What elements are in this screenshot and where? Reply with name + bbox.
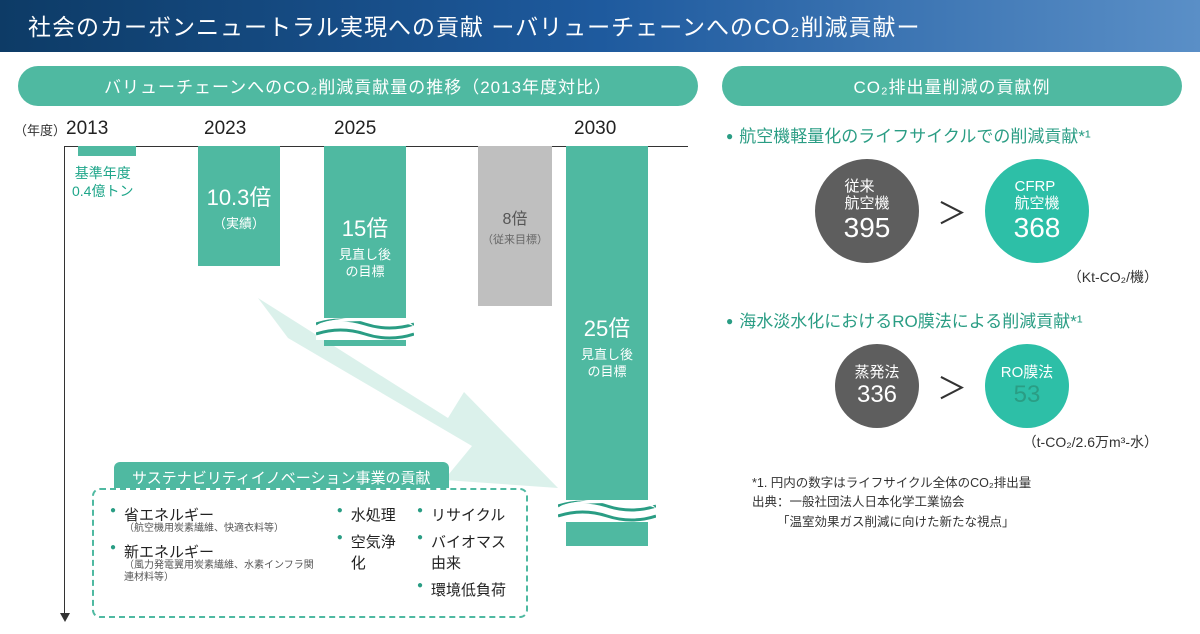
example-2: 海水淡水化におけるRO膜法による削減貢献*¹ 蒸発法 336 ＞ RO膜法 53… [722,307,1182,452]
sust-item: バイオマス由来 [417,531,514,573]
example-1-pair: 従来航空機 395 ＞ CFRP航空機 368 [722,159,1182,263]
bar-chart: （年度） 2013202320252030 基準年度 0.4億トン 10.3倍（… [18,110,698,620]
example-1: 航空機軽量化のライフサイクルでの削減貢献*¹ 従来航空機 395 ＞ CFRP航… [722,122,1182,287]
base-note-l2: 0.4億トン [72,183,133,199]
example-2-pair: 蒸発法 336 ＞ RO膜法 53 [722,344,1182,428]
base-note-l1: 基準年度 [75,165,131,181]
left-panel: バリューチェーンへのCO₂削減貢献量の推移（2013年度対比） （年度） 201… [18,66,698,620]
example-2-bullet: 海水淡水化におけるRO膜法による削減貢献*¹ [726,307,1182,332]
greater-than-icon: ＞ [937,189,967,233]
base-year-note: 基準年度 0.4億トン [72,164,133,200]
sust-col: 省エネルギー（航空機用炭素繊維、快適衣料等） 新エネルギー（風力発電翼用炭素繊維、… [110,504,317,606]
example-1-bullet: 航空機軽量化のライフサイクルでの削減貢献*¹ [726,122,1182,147]
year-label: 2025 [334,118,376,140]
content: バリューチェーンへのCO₂削減貢献量の推移（2013年度対比） （年度） 201… [0,52,1200,620]
sust-col: リサイクルバイオマス由来環境低負荷 [417,504,514,606]
sust-col: 水処理空気浄化 [337,504,397,606]
base-year-bar [78,146,136,156]
sust-item: 新エネルギー（風力発電翼用炭素繊維、水素インフラ関連材料等） [110,541,317,584]
circle-cfrp-aircraft: CFRP航空機 368 [985,159,1089,263]
circle-evaporation: 蒸発法 336 [835,344,919,428]
example-2-unit: （t-CO₂/2.6万m³-水） [722,432,1158,452]
sust-item: 環境低負荷 [417,579,514,600]
bar-0: 10.3倍（実績） [198,146,280,266]
bar-2: 8倍（従来目標） [478,146,552,306]
page-title: 社会のカーボンニュートラル実現への貢献 ーバリューチェーンへのCO₂削減貢献ー [0,0,1200,52]
circle-conventional-aircraft: 従来航空機 395 [815,159,919,263]
greater-than-icon: ＞ [937,364,967,408]
year-label: 2013 [66,118,108,140]
year-label: 2030 [574,118,616,140]
chart-title-pill: バリューチェーンへのCO₂削減貢献量の推移（2013年度対比） [18,66,698,106]
example-1-unit: （Kt-CO₂/機） [722,267,1158,287]
sust-item: 省エネルギー（航空機用炭素繊維、快適衣料等） [110,504,317,535]
y-axis-arrow [64,146,65,620]
sust-item: 空気浄化 [337,531,397,573]
sustainability-box: 省エネルギー（航空機用炭素繊維、快適衣料等） 新エネルギー（風力発電翼用炭素繊維、… [92,488,528,618]
year-label: 2023 [204,118,246,140]
bar-3: 25倍見直し後の目標 [566,146,648,546]
footnote: *1. 円内の数字はライフサイクル全体のCO₂排出量 出典：一般社団法人日本化学… [722,474,1182,532]
examples-title-pill: CO₂排出量削減の貢献例 [722,66,1182,106]
bar-1: 15倍見直し後の目標 [324,146,406,346]
sust-item: 水処理 [337,504,397,525]
axis-label: （年度） [14,120,66,139]
sust-item: リサイクル [417,504,514,525]
right-panel: CO₂排出量削減の貢献例 航空機軽量化のライフサイクルでの削減貢献*¹ 従来航空… [722,66,1182,620]
circle-ro-membrane: RO膜法 53 [985,344,1069,428]
